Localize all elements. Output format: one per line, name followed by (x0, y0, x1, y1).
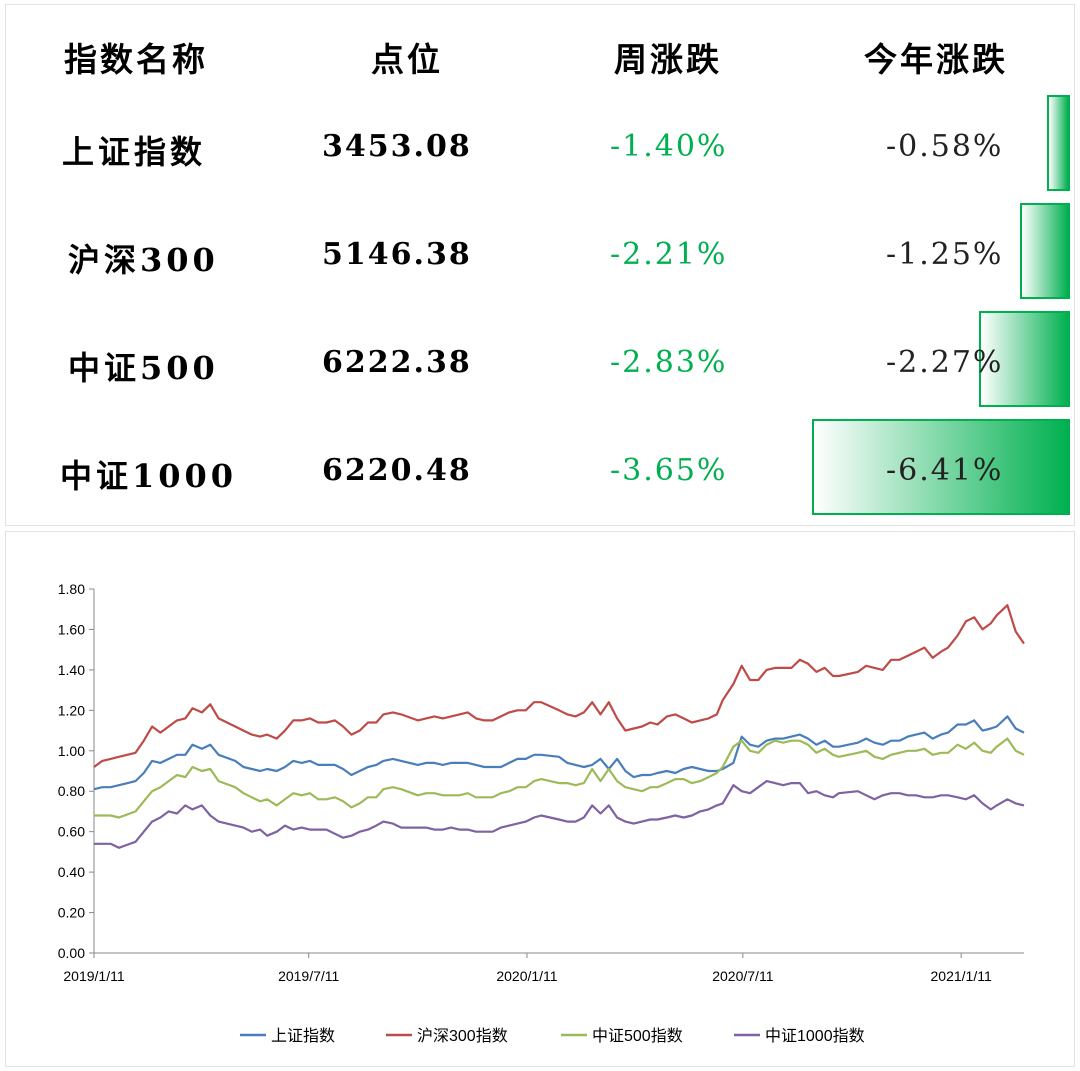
series-line-4 (94, 780, 1025, 849)
line-chart: 0.00 0.20 0.40 0.60 0.80 1.00 1.20 1.40 1.60 1.80… (58, 581, 1025, 1045)
row-1-ytd-change: -0.58% (886, 129, 1004, 164)
ytd-bar-row-1 (1046, 95, 1070, 191)
header-week-change: 周涨跌 (614, 40, 722, 79)
y-tick-label: 0.00 (58, 945, 85, 961)
row-4-week-change: -3.65% (610, 453, 728, 488)
header-name: 指数名称 (64, 40, 208, 79)
y-tick-label: 1.00 (58, 743, 85, 759)
y-tick-label: 0.80 (58, 783, 85, 799)
legend-label-1: 上证指数 (271, 1027, 335, 1045)
y-tick-label: 1.80 (58, 581, 85, 597)
row-3-name: 中证500 (68, 349, 219, 387)
row-4-name: 中证1000 (60, 457, 238, 495)
ytd-bar-row-2 (1019, 203, 1070, 299)
index-table-panel: 指数名称 点位 周涨跌 今年涨跌 上证指数 3453.08 -1.40% -0.… (5, 4, 1075, 526)
series-line-1 (93, 715, 1025, 791)
series-line-3 (94, 737, 1025, 819)
row-2-ytd-change: -1.25% (886, 237, 1004, 272)
x-tick-label: 2021/1/11 (931, 968, 992, 984)
ytd-bar-row-4 (812, 419, 1070, 515)
y-tick-label: 1.60 (58, 621, 85, 637)
header-points: 点位 (371, 40, 443, 79)
legend-label-3: 中证500指数 (592, 1027, 683, 1045)
y-tick-label: 1.40 (58, 662, 85, 678)
y-tick-label: 0.60 (58, 824, 85, 840)
row-4-points: 6220.48 (322, 453, 472, 488)
x-tick-label: 2019/1/11 (63, 968, 124, 984)
y-tick-label: 0.20 (58, 905, 85, 921)
x-tick-label: 2020/7/11 (712, 968, 773, 984)
x-tick-label: 2019/7/11 (278, 968, 339, 984)
series-line-2 (93, 604, 1025, 768)
y-tick-label: 0.40 (58, 864, 85, 880)
row-2-name: 沪深300 (68, 241, 219, 279)
row-3-points: 6222.38 (322, 345, 472, 380)
row-2-week-change: -2.21% (610, 237, 728, 272)
row-3-week-change: -2.83% (610, 345, 728, 380)
row-2-points: 5146.38 (322, 237, 472, 272)
row-1-points: 3453.08 (322, 129, 472, 164)
legend-label-2: 沪深300指数 (417, 1027, 508, 1045)
legend-label-4: 中证1000指数 (765, 1027, 865, 1045)
header-ytd-change: 今年涨跌 (864, 40, 1008, 79)
line-chart-panel: 0.00 0.20 0.40 0.60 0.80 1.00 1.20 1.40 1.60 1.80… (5, 531, 1075, 1067)
x-tick-label: 2020/1/11 (496, 968, 557, 984)
row-1-week-change: -1.40% (610, 129, 728, 164)
y-tick-label: 1.20 (58, 702, 85, 718)
row-1-name: 上证指数 (62, 133, 207, 171)
row-4-ytd-change: -6.41% (886, 453, 1004, 488)
ytd-bar-row-3 (978, 311, 1070, 407)
row-3-ytd-change: -2.27% (886, 345, 1004, 380)
